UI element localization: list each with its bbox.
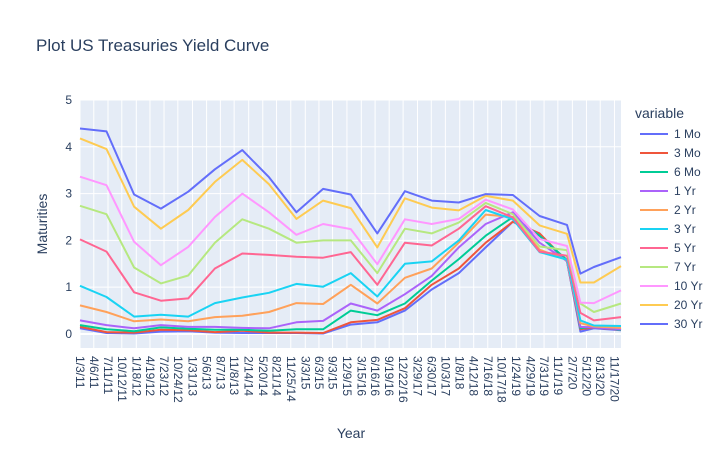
- x-tick-label: 3/15/16: [354, 356, 368, 396]
- x-tick-label: 5/12/20: [579, 356, 593, 396]
- legend-title: variable: [635, 105, 684, 121]
- plot-background: [80, 100, 621, 348]
- x-tick-label: 9/19/16: [382, 356, 396, 396]
- x-tick-label: 4/29/19: [523, 356, 537, 396]
- legend-label: 6 Mo: [674, 165, 701, 179]
- y-tick-label: 4: [65, 140, 72, 154]
- legend-label: 30 Yr: [674, 317, 702, 331]
- series-lines: [79, 127, 622, 335]
- x-axis-ticks: 1/3/11 4/6/11 7/11/11 10/12/11 1/18/12 4/19/1…: [73, 356, 621, 403]
- legend-label: 10 Yr: [674, 279, 702, 293]
- y-tick-label: 2: [65, 233, 72, 247]
- x-tick-label: 6/16/16: [368, 356, 382, 396]
- x-tick-label: 2/14/14: [242, 356, 256, 396]
- legend-item[interactable]: 7 Yr: [640, 260, 696, 274]
- series-line-4: [79, 211, 622, 331]
- legend-item[interactable]: 3 Yr: [640, 222, 696, 236]
- x-tick-label: 10/3/17: [438, 356, 452, 396]
- legend-label: 3 Mo: [674, 146, 701, 160]
- chart-title: Plot US Treasuries Yield Curve: [36, 36, 269, 55]
- x-tick-label: 3/29/17: [410, 356, 424, 396]
- x-tick-label: 11/8/13: [227, 356, 241, 395]
- legend-item[interactable]: 1 Yr: [640, 184, 696, 198]
- legend-label: 1 Mo: [674, 127, 701, 141]
- y-tick-label: 3: [65, 187, 72, 201]
- legend-label: 1 Yr: [674, 184, 696, 198]
- x-tick-label: 12/9/15: [340, 356, 354, 396]
- legend-item[interactable]: 20 Yr: [640, 298, 702, 312]
- y-tick-label: 1: [65, 280, 72, 294]
- legend-item[interactable]: 1 Mo: [640, 127, 701, 141]
- series-line-10: [79, 137, 622, 284]
- x-tick-label: 11/25/14: [284, 356, 298, 402]
- x-tick-label: 10/24/12: [171, 356, 185, 403]
- x-tick-label: 7/31/19: [537, 356, 551, 396]
- x-tick-label: 1/18/12: [129, 356, 143, 396]
- x-tick-label: 10/17/18: [495, 356, 509, 403]
- x-tick-label: 3/3/15: [298, 356, 312, 390]
- x-tick-label: 5/6/13: [200, 356, 214, 390]
- series-line-7: [79, 205, 622, 322]
- y-axis-title: Maturities: [34, 194, 50, 255]
- x-tick-label: 1/3/11: [73, 356, 87, 389]
- legend-label: 7 Yr: [674, 260, 696, 274]
- x-tick-label: 4/6/11: [87, 356, 101, 389]
- y-tick-label: 5: [65, 93, 72, 107]
- x-tick-label: 6/3/15: [312, 356, 326, 390]
- legend-item[interactable]: 3 Mo: [640, 146, 701, 160]
- x-tick-label: 1/24/19: [509, 356, 523, 396]
- series-line-6: [79, 209, 622, 327]
- grid-lines: [79, 99, 621, 348]
- x-tick-label: 1/8/18: [453, 356, 467, 390]
- x-tick-label: 11/17/20: [607, 356, 621, 402]
- legend-item[interactable]: 6 Mo: [640, 165, 701, 179]
- x-tick-label: 10/12/11: [115, 356, 129, 402]
- legend-item[interactable]: 5 Yr: [640, 241, 696, 255]
- series-line-8: [79, 201, 622, 313]
- x-tick-label: 6/30/17: [424, 356, 438, 396]
- legend-item[interactable]: 2 Yr: [640, 203, 696, 217]
- x-tick-label: 8/13/20: [593, 356, 607, 396]
- x-tick-label: 7/23/12: [157, 356, 171, 396]
- series-line-9: [79, 175, 622, 305]
- x-tick-label: 12/22/16: [396, 356, 410, 403]
- legend[interactable]: 1 Mo 3 Mo 6 Mo 1 Yr 2 Yr 3 Yr 5 Yr 7 Yr 10 Yr 20 …: [640, 127, 702, 331]
- x-tick-label: 7/16/18: [481, 356, 495, 396]
- x-tick-label: 2/7/20: [565, 356, 579, 390]
- x-tick-label: 8/7/13: [213, 356, 227, 390]
- x-tick-label: 4/19/12: [143, 356, 157, 396]
- legend-label: 20 Yr: [674, 298, 702, 312]
- x-tick-label: 8/21/14: [270, 356, 284, 396]
- x-tick-label: 1/31/13: [185, 356, 199, 396]
- series-line-11: [79, 127, 622, 275]
- x-tick-label: 5/20/14: [256, 356, 270, 396]
- legend-label: 3 Yr: [674, 222, 696, 236]
- legend-item[interactable]: 10 Yr: [640, 279, 702, 293]
- legend-label: 5 Yr: [674, 241, 696, 255]
- x-axis-title: Year: [337, 425, 366, 441]
- x-tick-label: 9/3/15: [326, 356, 340, 390]
- x-tick-label: 11/1/19: [551, 356, 565, 395]
- x-tick-label: 7/11/11: [101, 356, 115, 395]
- y-tick-label: 0: [65, 327, 72, 341]
- x-tick-label: 4/12/18: [467, 356, 481, 396]
- legend-item[interactable]: 30 Yr: [640, 317, 702, 331]
- y-axis-ticks: 0 1 2 3 4 5: [65, 93, 72, 341]
- legend-label: 2 Yr: [674, 203, 696, 217]
